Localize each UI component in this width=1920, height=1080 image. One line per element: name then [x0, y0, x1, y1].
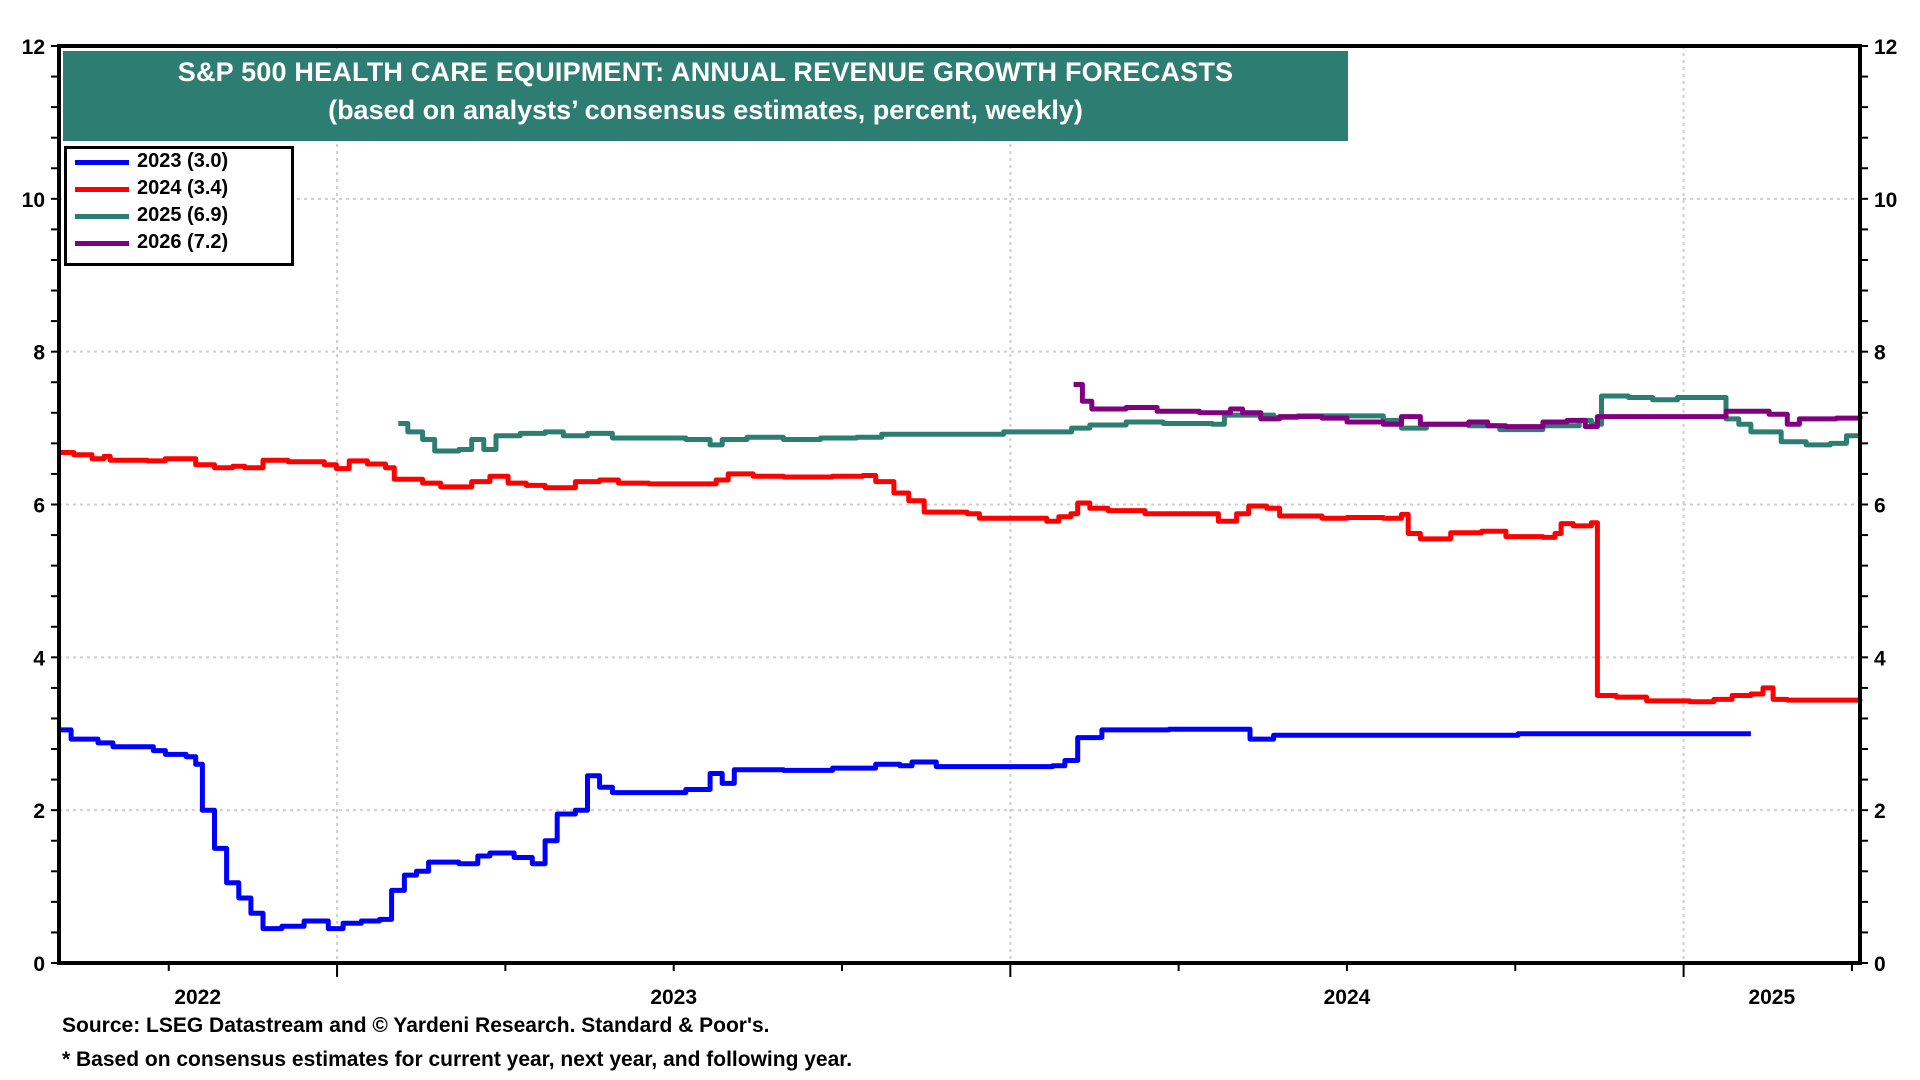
y-tick-label-left: 6 [33, 495, 45, 518]
chart-title: S&P 500 HEALTH CARE EQUIPMENT: ANNUAL RE… [177, 57, 1234, 87]
x-axis: 2022 2023 2024 2025 [167, 963, 1853, 1009]
legend-swatch-2025 [75, 214, 129, 219]
y-tick-label-right: 0 [1874, 953, 1886, 976]
y-tick-label-left: 12 [22, 36, 45, 59]
right-y-axis: 0 2 4 6 8 10 12 [1860, 36, 1897, 976]
series-line-2025 [398, 393, 1860, 454]
legend-item-2026: 2026 (7.2) [67, 230, 291, 257]
legend-swatch-2023 [75, 160, 129, 165]
legend: 2023 (3.0) 2024 (3.4) 2025 (6.9) 2026 (7… [64, 146, 294, 266]
series-line-2024 [59, 450, 1863, 705]
x-tick-label: 2025 [1748, 986, 1795, 1009]
legend-swatch-2026 [75, 241, 129, 246]
y-tick-label-right: 8 [1874, 342, 1886, 365]
y-tick-label-right: 12 [1874, 36, 1897, 59]
y-tick-label-left: 2 [33, 800, 45, 823]
y-tick-label-left: 4 [33, 647, 45, 670]
legend-item-2023: 2023 (3.0) [67, 149, 291, 176]
y-tick-label-right: 6 [1874, 495, 1886, 518]
y-tick-label-right: 4 [1874, 647, 1886, 670]
left-y-axis: 0 2 4 6 8 10 12 [22, 36, 59, 976]
footnote: * Based on consensus estimates for curre… [62, 1048, 853, 1071]
legend-label: 2024 (3.4) [137, 177, 229, 199]
source-note: Source: LSEG Datastream and © Yardeni Re… [62, 1014, 770, 1037]
x-tick-label: 2024 [1324, 986, 1371, 1009]
series-layer [59, 382, 1863, 932]
legend-label: 2025 (6.9) [137, 204, 229, 226]
x-tick-label: 2023 [650, 986, 697, 1009]
gridlines [59, 46, 1860, 963]
series-line-2023 [59, 726, 1751, 932]
legend-label: 2023 (3.0) [137, 150, 229, 172]
y-tick-label-left: 8 [33, 342, 45, 365]
y-tick-label-right: 2 [1874, 800, 1886, 823]
legend-swatch-2024 [75, 187, 129, 192]
legend-item-2024: 2024 (3.4) [67, 176, 291, 203]
y-tick-label-right: 10 [1874, 189, 1897, 212]
chart-subtitle: (based on analysts’ consensus estimates,… [328, 95, 1083, 125]
y-tick-label-left: 0 [33, 953, 45, 976]
axes [57, 44, 1862, 965]
legend-label: 2026 (7.2) [137, 231, 229, 253]
series-line-2026 [1073, 382, 1863, 430]
legend-item-2025: 2025 (6.9) [67, 203, 291, 230]
y-tick-label-left: 10 [22, 189, 45, 212]
plot-frame [57, 44, 1862, 965]
x-tick-label: 2022 [174, 986, 221, 1009]
chart-title-band: S&P 500 HEALTH CARE EQUIPMENT: ANNUAL RE… [63, 51, 1348, 141]
